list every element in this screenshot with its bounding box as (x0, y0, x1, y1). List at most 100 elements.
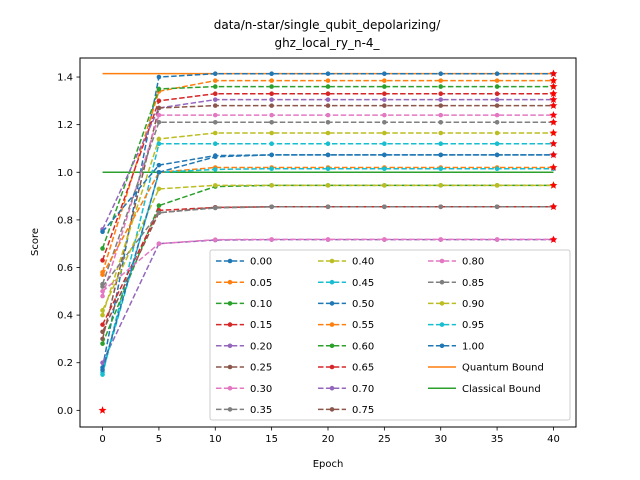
series-20 (100, 152, 556, 373)
legend-item: 0.15 (216, 320, 272, 331)
series-point (156, 112, 162, 118)
legend-item: 0.50 (318, 299, 374, 310)
legend-label: Quantum Bound (462, 363, 544, 374)
x-axis-label: Epoch (313, 459, 344, 470)
x-tick-label: 10 (209, 434, 222, 445)
series-point (494, 183, 500, 188)
series-point (269, 71, 274, 77)
series-point (100, 289, 105, 294)
legend-marker (329, 301, 335, 306)
series-point (494, 119, 500, 125)
y-tick-label: 0.8 (57, 215, 73, 226)
series-point (212, 119, 218, 125)
legend-marker (227, 385, 233, 391)
star-marker (98, 406, 107, 414)
legend-item: 0.55 (318, 320, 374, 331)
x-tick-label: 0 (99, 434, 105, 445)
star-marker (549, 163, 558, 171)
x-tick-label: 35 (491, 434, 504, 445)
chart-title-line-1: data/n-star/single_qubit_depolarizing/ (214, 18, 441, 32)
series-point (269, 112, 274, 118)
series-point (494, 84, 500, 89)
x-tick-label: 25 (378, 434, 391, 445)
series-point (494, 71, 500, 77)
series-point (269, 130, 274, 136)
legend-marker (329, 364, 335, 370)
series-point (156, 136, 162, 142)
series-point (100, 246, 105, 251)
series-point (438, 204, 444, 210)
y-tick-label: 0.6 (57, 263, 73, 274)
series-point (325, 97, 331, 102)
legend-item: Classical Bound (428, 384, 541, 395)
series-point (156, 74, 162, 80)
legend-label: 0.10 (250, 299, 272, 310)
star-marker (549, 101, 558, 110)
series-point (494, 166, 500, 171)
series-point (325, 152, 331, 158)
legend-marker (329, 385, 335, 391)
series-point (382, 71, 387, 77)
star-marker (549, 202, 558, 211)
legend-item: 0.25 (216, 363, 272, 374)
series-point (438, 237, 444, 242)
legend-marker (329, 279, 335, 285)
legend-marker (329, 258, 335, 264)
series-point (269, 204, 274, 210)
legend-marker (227, 364, 233, 370)
y-tick-label: 0.2 (57, 358, 73, 369)
y-tick-label: 1.2 (57, 120, 73, 131)
y-axis-ticks: 0.0 0.2 0.4 0.6 0.8 1.0 1.2 1.4 (57, 73, 80, 417)
series-point (382, 130, 387, 136)
series-point (325, 119, 331, 125)
series-point (100, 284, 105, 289)
legend-item: 0.80 (428, 257, 484, 268)
series-point (269, 237, 274, 242)
y-tick-label: 0.0 (57, 406, 73, 417)
series-point (269, 84, 274, 89)
legend-label: 0.70 (352, 384, 374, 395)
legend-label: 0.30 (250, 384, 272, 395)
legend-item: 0.60 (318, 341, 374, 352)
series-point (494, 204, 500, 210)
series-point (212, 91, 218, 97)
legend-marker (329, 407, 335, 412)
series-point (100, 229, 105, 235)
x-tick-label: 40 (547, 434, 560, 445)
series-point (382, 97, 387, 102)
series-point (382, 103, 387, 108)
star-marker (549, 181, 558, 189)
legend-label: 0.40 (352, 257, 374, 268)
legend-label: 0.00 (250, 257, 272, 268)
series-point (212, 78, 218, 83)
legend-label: 0.90 (462, 299, 484, 310)
series-point (438, 112, 444, 118)
star-marker (549, 150, 558, 159)
series-point (156, 119, 162, 125)
series-point (100, 293, 105, 299)
legend-item: 0.70 (318, 384, 374, 395)
star-marker (549, 89, 558, 98)
series-point (325, 237, 331, 242)
series-point (269, 119, 274, 125)
series-point (100, 258, 105, 263)
legend-label: 0.25 (250, 363, 272, 374)
legend: 0.00 0.05 0.10 0.15 0.20 0.25 0.30 0.35 0.40 0.45… (209, 249, 571, 421)
series-point (212, 183, 218, 188)
series-9 (100, 141, 556, 377)
legend-marker (227, 322, 233, 327)
legend-label: 0.50 (352, 299, 374, 310)
series-point (494, 130, 500, 136)
chart-title-line-2: ghz_local_ry_n-4_ (274, 36, 380, 50)
series-point (325, 183, 331, 188)
series-point (382, 152, 387, 158)
series-point (100, 308, 105, 313)
series-point (100, 312, 105, 318)
series-point (438, 78, 444, 83)
series-point (382, 91, 387, 97)
series-16 (100, 237, 556, 294)
series-point (438, 103, 444, 108)
series-point (269, 97, 274, 102)
legend-label: 0.85 (462, 278, 484, 289)
